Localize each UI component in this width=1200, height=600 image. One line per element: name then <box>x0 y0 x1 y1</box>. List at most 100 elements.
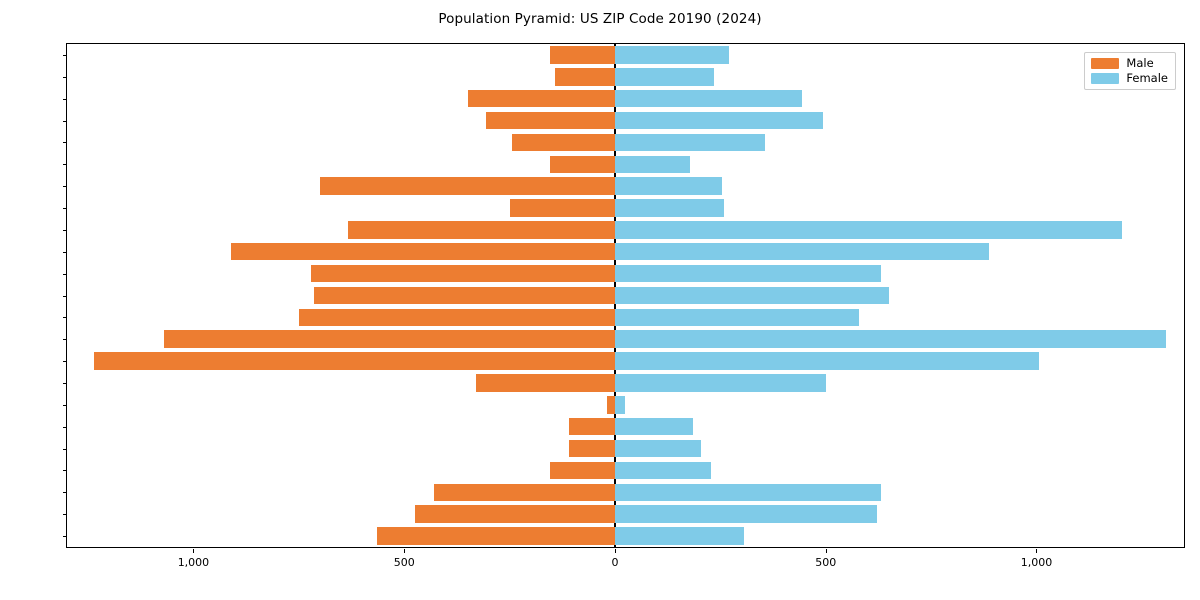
bar-male-80-84 <box>554 68 615 86</box>
y-tick-mark <box>63 164 67 166</box>
bar-female-65-66 <box>614 155 690 174</box>
bar-male-20 <box>568 417 615 436</box>
bar-female-60-61 <box>614 199 724 217</box>
bar-row <box>67 111 1184 130</box>
bar-row <box>67 46 1184 64</box>
bar-male-50-54 <box>231 243 615 261</box>
y-tick-mark <box>63 404 67 406</box>
bar-female-18-19 <box>614 439 702 458</box>
legend-swatch-female <box>1091 73 1120 84</box>
bar-female-21 <box>614 396 626 414</box>
y-tick-mark <box>63 492 67 494</box>
y-tick-mark <box>63 514 67 516</box>
bar-male-85- <box>550 46 615 64</box>
legend-label-male: Male <box>1126 56 1154 70</box>
legend-swatch-male <box>1091 58 1120 69</box>
bar-row <box>67 243 1184 261</box>
y-tick-mark <box>63 251 67 253</box>
bar-female-70-74 <box>614 111 823 130</box>
x-tick-mark <box>614 549 616 553</box>
y-tick-mark <box>63 273 67 275</box>
bar-female-75-79 <box>614 89 802 108</box>
bar-row <box>67 527 1184 545</box>
x-tick-mark <box>825 549 827 553</box>
bar-male-25-29 <box>94 352 615 370</box>
bar-row <box>67 286 1184 305</box>
bar-male-18-19 <box>569 439 615 458</box>
bar-row <box>67 330 1184 348</box>
y-tick-mark <box>63 448 67 450</box>
bar-male-21 <box>606 396 615 414</box>
bar-female-5-9 <box>614 505 878 523</box>
bar-row <box>67 68 1184 86</box>
x-tick-label: 500 <box>393 556 415 569</box>
bar-male-75-79 <box>468 89 615 108</box>
y-tick-mark <box>63 317 67 319</box>
bar-row <box>67 89 1184 108</box>
x-tick-label: 1,000 <box>177 556 210 569</box>
bar-female-25-29 <box>614 352 1040 370</box>
bar-row <box>67 417 1184 436</box>
bar-male-40-44 <box>313 286 615 305</box>
bar-row <box>67 199 1184 217</box>
y-tick-mark <box>63 382 67 384</box>
x-tick-label: 0 <box>611 556 619 569</box>
y-tick-mark <box>63 426 67 428</box>
bar-female-30-34 <box>614 330 1166 348</box>
x-tick-mark <box>193 549 195 553</box>
bar-row <box>67 264 1184 283</box>
plot-inner: 85+80-8475-7970-7467-6965-6662-6460-6155… <box>63 44 1184 569</box>
bar-male-67-69 <box>511 133 615 152</box>
y-tick-mark <box>63 295 67 297</box>
bar-male-5-9 <box>414 505 615 523</box>
bar-male-45-49 <box>311 264 615 283</box>
bar-female-35-39 <box>614 308 859 327</box>
bar-male-60-61 <box>510 199 615 217</box>
y-tick-mark <box>63 536 67 538</box>
legend-entry: Female <box>1091 71 1168 85</box>
bar-female-40-44 <box>614 286 889 305</box>
bar-female-under-5 <box>614 527 744 545</box>
y-tick-mark <box>63 229 67 231</box>
bar-row <box>67 308 1184 327</box>
bar-row <box>67 483 1184 502</box>
y-tick-mark <box>63 98 67 100</box>
y-tick-mark <box>63 142 67 144</box>
legend-entry: Male <box>1091 56 1168 70</box>
bar-female-80-84 <box>614 68 714 86</box>
y-tick-mark <box>63 186 67 188</box>
y-tick-mark <box>63 470 67 472</box>
bar-female-62-64 <box>614 177 722 195</box>
bar-male-22-24 <box>475 374 615 392</box>
x-tick-label: 1,000 <box>1020 556 1053 569</box>
plot-area: 85+80-8475-7970-7467-6965-6662-6460-6155… <box>63 43 1185 569</box>
bar-row <box>67 505 1184 523</box>
bar-female-67-69 <box>614 133 765 152</box>
x-tick-mark <box>1036 549 1038 553</box>
bar-female-10-14 <box>614 483 881 502</box>
y-tick-mark <box>63 54 67 56</box>
bar-female-22-24 <box>614 374 826 392</box>
bar-female-85- <box>614 46 729 64</box>
bar-row <box>67 177 1184 195</box>
bar-row <box>67 439 1184 458</box>
legend-label-female: Female <box>1126 71 1168 85</box>
bar-male-10-14 <box>433 483 615 502</box>
bar-row <box>67 396 1184 414</box>
bar-male-65-66 <box>550 155 615 174</box>
bar-female-15-17 <box>614 461 712 480</box>
bar-male-35-39 <box>298 308 615 327</box>
bar-female-50-54 <box>614 243 990 261</box>
y-tick-mark <box>63 339 67 341</box>
bar-row <box>67 461 1184 480</box>
bar-row <box>67 155 1184 174</box>
bar-row <box>67 352 1184 370</box>
y-tick-mark <box>63 361 67 363</box>
bar-row <box>67 221 1184 239</box>
bar-male-70-74 <box>486 111 615 130</box>
bar-female-45-49 <box>614 264 881 283</box>
bar-male-under-5 <box>376 527 615 545</box>
bar-row <box>67 133 1184 152</box>
chart-title: Population Pyramid: US ZIP Code 20190 (2… <box>438 11 762 27</box>
